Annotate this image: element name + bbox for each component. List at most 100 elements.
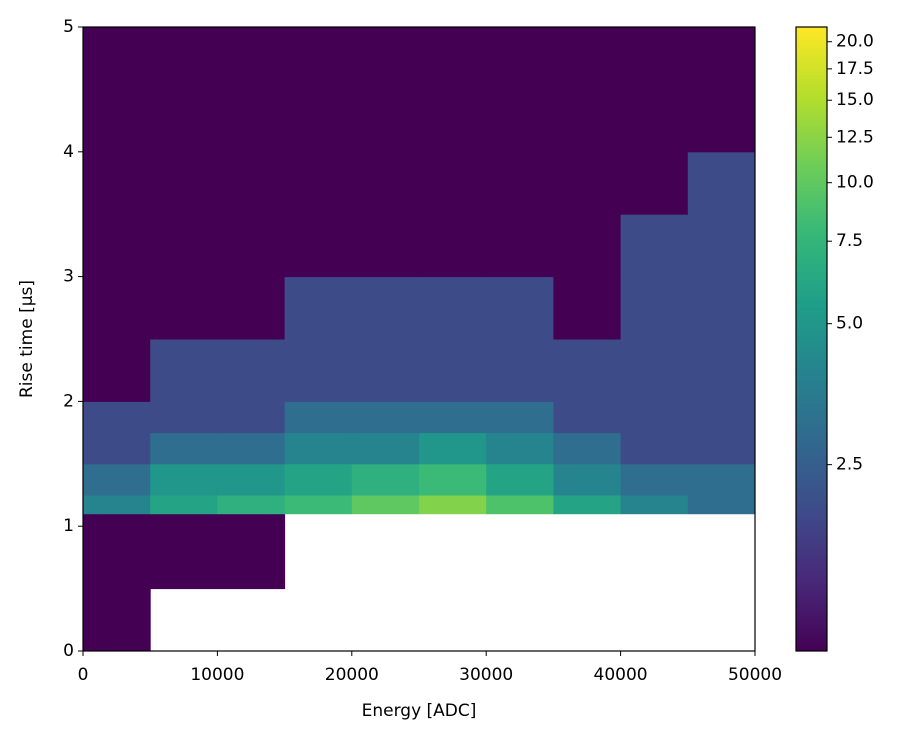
x-tick-label: 0 <box>78 665 89 685</box>
bin <box>419 276 487 340</box>
colorbar-swatch <box>796 343 827 348</box>
bin <box>486 495 554 515</box>
bin <box>352 589 420 652</box>
colorbar-swatch <box>796 123 827 128</box>
bin <box>419 495 487 515</box>
bin <box>150 463 218 496</box>
colorbar-swatch <box>796 531 827 536</box>
bin <box>688 514 756 589</box>
colorbar-swatch <box>796 135 827 140</box>
colorbar-swatch <box>796 475 827 480</box>
bin <box>687 27 756 90</box>
colorbar-swatch <box>796 159 827 164</box>
bin <box>351 27 420 90</box>
colorbar-tick-label: 12.5 <box>836 127 874 147</box>
colorbar-swatch <box>796 391 827 396</box>
colorbar-swatch <box>796 587 827 592</box>
colorbar-swatch <box>796 551 827 556</box>
bin <box>687 89 756 153</box>
colorbar-swatch <box>796 251 827 256</box>
colorbar-swatch <box>796 39 827 44</box>
bin <box>419 151 487 215</box>
colorbar-swatch <box>796 443 827 448</box>
bin <box>284 495 353 515</box>
bin <box>419 339 487 402</box>
bin <box>217 513 286 590</box>
colorbar-swatch <box>796 323 827 328</box>
bin <box>284 151 353 215</box>
colorbar-swatch <box>796 139 827 144</box>
colorbar-swatch <box>796 107 827 112</box>
x-axis-label: Energy [ADC] <box>362 701 477 721</box>
colorbar-swatch <box>796 295 827 300</box>
bin <box>284 214 353 278</box>
x-tick-label: 30000 <box>459 665 513 685</box>
colorbar-swatch <box>796 503 827 508</box>
colorbar-swatch <box>796 639 827 644</box>
colorbar-swatch <box>796 331 827 336</box>
colorbar-swatch <box>796 499 827 504</box>
colorbar-swatch <box>796 99 827 104</box>
colorbar-swatch <box>796 327 827 332</box>
colorbar-swatch <box>796 419 827 424</box>
colorbar-swatch <box>796 111 827 116</box>
colorbar-swatch <box>796 179 827 184</box>
bin <box>486 514 554 589</box>
colorbar-swatch <box>796 59 827 64</box>
bin <box>620 214 689 278</box>
colorbar-swatch <box>796 383 827 388</box>
bin <box>419 401 487 434</box>
bin <box>217 27 286 90</box>
colorbar-swatch <box>796 543 827 548</box>
bin <box>553 514 621 589</box>
bin <box>620 151 689 215</box>
bin <box>687 151 756 215</box>
colorbar-swatch <box>796 367 827 372</box>
bin <box>150 495 218 515</box>
bin <box>486 432 554 465</box>
colorbar-swatch <box>796 583 827 588</box>
bin <box>621 589 689 652</box>
bin <box>553 589 621 652</box>
colorbar-swatch <box>796 87 827 92</box>
bin <box>687 463 756 496</box>
bin <box>285 589 353 652</box>
colorbar-swatch <box>796 411 827 416</box>
colorbar-swatch <box>796 171 827 176</box>
bin <box>688 589 756 652</box>
colorbar-swatch <box>796 83 827 88</box>
bin <box>217 339 286 402</box>
bin <box>620 495 689 515</box>
colorbar-swatch <box>796 43 827 48</box>
colorbar-swatch <box>796 127 827 132</box>
heatmap <box>83 27 756 652</box>
colorbar-tick-label: 7.5 <box>836 231 863 251</box>
colorbar-swatch <box>796 395 827 400</box>
colorbar-swatch <box>796 615 827 620</box>
colorbar-swatch <box>796 399 827 404</box>
bin <box>284 432 353 465</box>
bin <box>687 276 756 340</box>
colorbar-swatch <box>796 199 827 204</box>
colorbar-swatch <box>796 67 827 72</box>
y-tick-label: 1 <box>63 516 74 536</box>
colorbar-swatch <box>796 575 827 580</box>
colorbar-swatch <box>796 495 827 500</box>
colorbar-swatch <box>796 147 827 152</box>
colorbar-swatch <box>796 95 827 100</box>
colorbar-swatch <box>796 363 827 368</box>
bin <box>83 89 151 153</box>
colorbar-swatch <box>796 203 827 208</box>
bin <box>150 151 218 215</box>
colorbar-swatch <box>796 607 827 612</box>
colorbar-swatch <box>796 619 827 624</box>
bin <box>553 214 622 278</box>
colorbar-swatch <box>796 211 827 216</box>
bin <box>83 276 151 340</box>
bin <box>486 276 554 340</box>
bin <box>351 151 420 215</box>
colorbar-swatch <box>796 71 827 76</box>
bin <box>419 432 487 465</box>
colorbar-swatch <box>796 307 827 312</box>
colorbar-swatch <box>796 279 827 284</box>
